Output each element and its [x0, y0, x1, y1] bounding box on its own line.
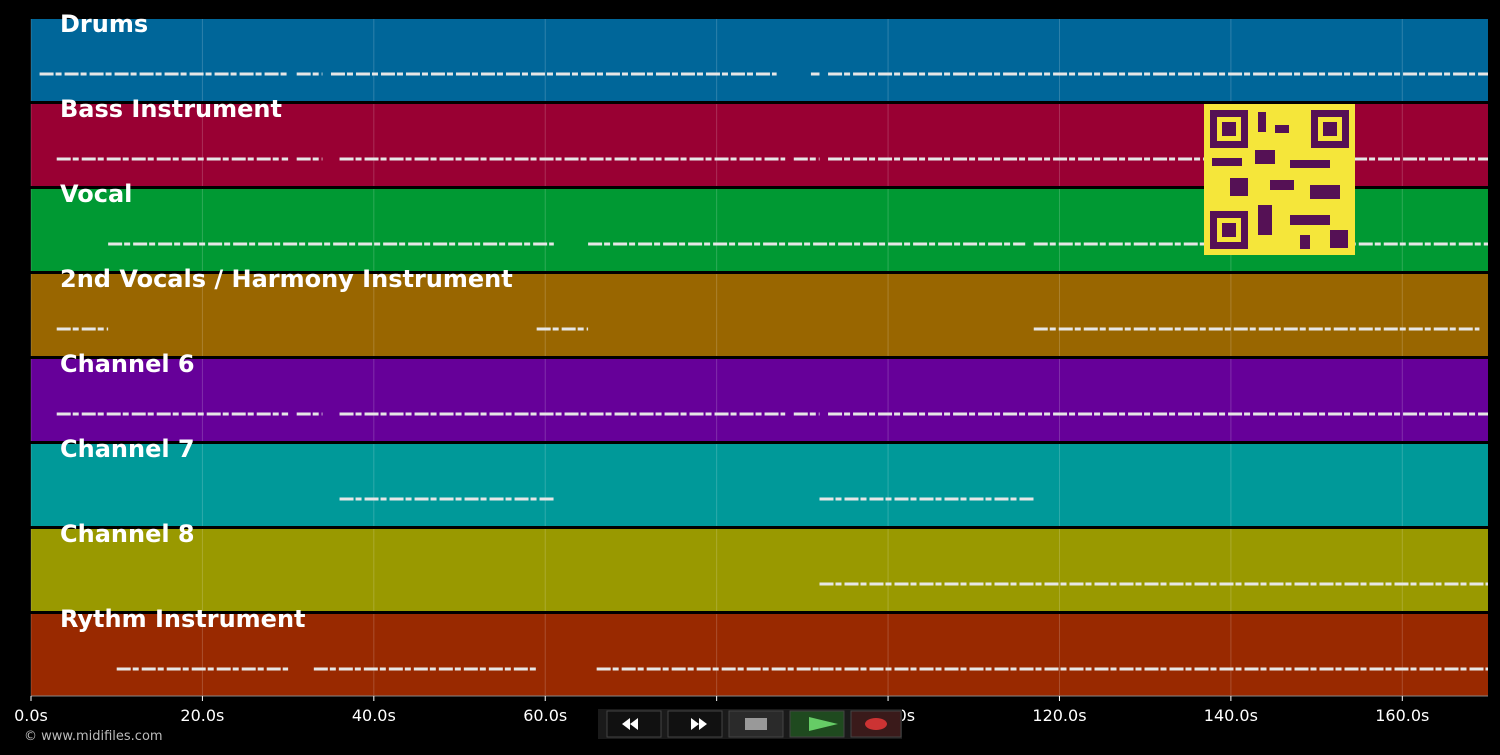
- tick-label: 40.0s: [352, 706, 396, 725]
- tick-label: 160.0s: [1375, 706, 1429, 725]
- track-name: Drums: [60, 10, 148, 38]
- track-band: [31, 359, 1488, 441]
- track-band: [31, 614, 1488, 696]
- tick-label: 120.0s: [1032, 706, 1086, 725]
- tick-label: 140.0s: [1204, 706, 1258, 725]
- track-name: Channel 7: [60, 435, 195, 463]
- tick-label: 20.0s: [180, 706, 224, 725]
- track-name: 2nd Vocals / Harmony Instrument: [60, 265, 513, 293]
- qr-code: [1204, 104, 1355, 255]
- track-band: [31, 529, 1488, 611]
- track-name: Channel 6: [60, 350, 195, 378]
- track-name: Rythm Instrument: [60, 605, 306, 633]
- track-name: Bass Instrument: [60, 95, 282, 123]
- tick-label: 0.0s: [14, 706, 48, 725]
- track-name: Channel 8: [60, 520, 195, 548]
- track-band: [31, 274, 1488, 356]
- track-name: Vocal: [60, 180, 132, 208]
- track-band: [31, 19, 1488, 101]
- track-band: [31, 444, 1488, 526]
- tick-label: 60.0s: [523, 706, 567, 725]
- copyright: © www.midifiles.com: [24, 729, 163, 744]
- transport-controls: [598, 709, 902, 739]
